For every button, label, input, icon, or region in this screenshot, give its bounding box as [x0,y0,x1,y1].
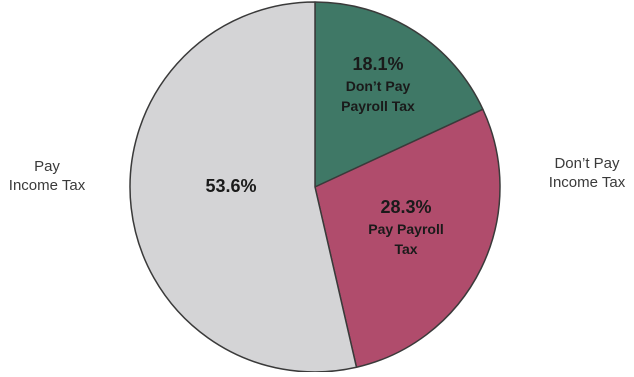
group-label-pay-income-tax: Pay Income Tax [8,158,86,194]
slice-category-label-pay-payroll-tax-line-2: Tax [394,241,417,257]
pie-slice-pay-income-tax-remainder [129,1,358,373]
pie-slice-dont-pay-payroll-tax [314,1,484,188]
slice-value-label-dont-pay-payroll-tax: 18.1% [352,54,403,74]
slice-value-label-pay-payroll-tax: 28.3% [380,197,431,217]
pie-slice-pay-payroll-tax [314,108,501,369]
slice-category-label-dont-pay-payroll-tax-line-1: Don’t Pay [346,78,411,94]
slice-category-label-pay-payroll-tax-line-1: Pay Payroll [368,221,444,237]
slice-value-label-pay-income-tax-remainder: 53.6% [205,176,256,196]
slice-category-label-dont-pay-payroll-tax-line-2: Payroll Tax [341,98,415,114]
group-label-dont-pay-income-tax: Don’t Pay Income Tax [548,155,626,191]
